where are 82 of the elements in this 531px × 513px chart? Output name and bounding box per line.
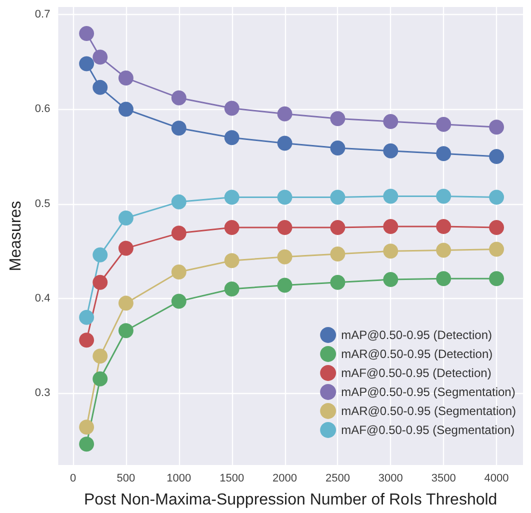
point xyxy=(118,102,134,117)
point xyxy=(92,348,108,364)
legend-label: mAP@0.50-0.95 (Segmentation) xyxy=(341,385,516,399)
point xyxy=(79,26,94,41)
point xyxy=(330,246,346,262)
point xyxy=(171,226,186,241)
point xyxy=(436,188,452,204)
point xyxy=(436,219,452,234)
y-axis-title: Measures xyxy=(8,200,24,272)
point xyxy=(436,116,452,132)
point xyxy=(436,146,452,162)
x-tick-label: 3000 xyxy=(378,472,403,484)
point xyxy=(118,240,134,256)
point xyxy=(383,188,398,204)
point xyxy=(224,190,240,205)
point xyxy=(118,323,134,338)
x-tick-label: 4000 xyxy=(484,472,509,484)
x-tick-label: 2500 xyxy=(325,472,350,484)
x-tick-label: 1000 xyxy=(166,472,192,484)
y-tick-label: 0.7 xyxy=(34,8,50,21)
point xyxy=(436,242,452,258)
legend-label: mAP@0.50-0.95 (Detection) xyxy=(341,328,492,342)
point xyxy=(224,220,240,235)
point xyxy=(79,420,94,435)
point xyxy=(79,310,94,325)
legend-label: mAR@0.50-0.95 (Detection) xyxy=(341,347,493,361)
point xyxy=(383,143,398,158)
point xyxy=(277,106,292,122)
x-tick-label: 500 xyxy=(116,472,136,484)
point xyxy=(383,219,398,234)
point xyxy=(79,436,94,452)
point xyxy=(383,272,398,288)
point xyxy=(489,120,504,135)
x-tick-label: 0 xyxy=(70,472,76,484)
point xyxy=(277,278,292,293)
y-tick-label: 0.6 xyxy=(34,103,50,116)
legend-label: mAF@0.50-0.95 (Segmentation) xyxy=(341,423,515,437)
y-tick-label: 0.4 xyxy=(34,292,50,304)
x-tick-label: 1500 xyxy=(220,472,244,484)
point xyxy=(79,332,94,348)
point xyxy=(171,90,186,106)
point xyxy=(171,120,186,136)
point xyxy=(436,271,452,286)
point xyxy=(383,114,398,129)
point xyxy=(330,190,346,205)
point xyxy=(92,80,108,95)
point xyxy=(92,274,108,290)
point xyxy=(224,100,240,116)
x-axis-title: Post Non-Maxima-Suppression Number of RoIs Threshold xyxy=(84,492,498,508)
point xyxy=(277,220,292,235)
point xyxy=(330,220,346,235)
point xyxy=(171,294,186,309)
point xyxy=(92,371,108,386)
point xyxy=(277,190,292,205)
point xyxy=(383,244,398,259)
point xyxy=(171,194,186,210)
x-tick-label: 2000 xyxy=(272,472,298,484)
point xyxy=(330,111,346,126)
point xyxy=(171,264,186,280)
point xyxy=(92,50,108,65)
point xyxy=(489,220,504,235)
point xyxy=(224,130,240,146)
point xyxy=(489,190,504,205)
point xyxy=(92,247,108,262)
point xyxy=(489,242,504,257)
point xyxy=(118,70,134,86)
legend-label: mAR@0.50-0.95 (Segmentation) xyxy=(341,404,516,418)
point xyxy=(118,296,134,311)
point xyxy=(489,271,504,286)
point xyxy=(224,281,240,296)
x-tick-label: 3500 xyxy=(431,472,456,484)
y-tick-label: 0.5 xyxy=(34,198,50,210)
point xyxy=(79,56,94,72)
point xyxy=(489,149,504,164)
point xyxy=(330,274,346,290)
point xyxy=(277,136,292,151)
point xyxy=(118,210,134,226)
point xyxy=(277,249,292,264)
legend-label: mAF@0.50-0.95 (Detection) xyxy=(341,366,492,380)
point xyxy=(330,140,346,156)
y-tick-label: 0.3 xyxy=(34,387,50,400)
point xyxy=(224,253,240,268)
